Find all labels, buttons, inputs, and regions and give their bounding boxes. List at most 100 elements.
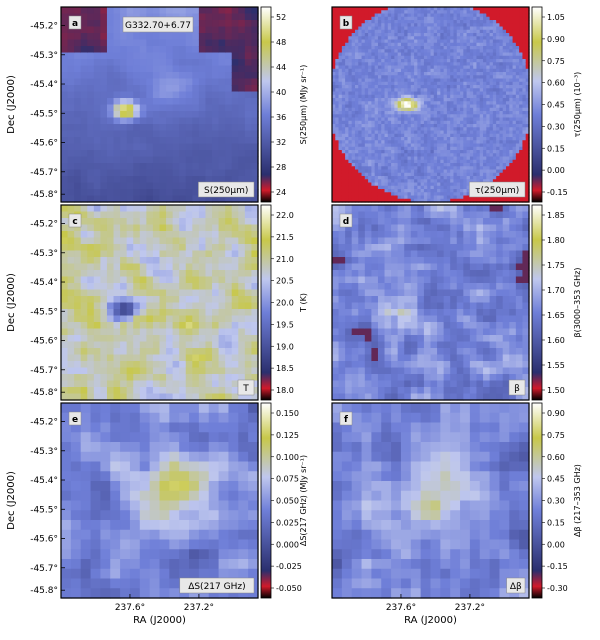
heatmap-cell — [225, 72, 233, 80]
heatmap-cell — [400, 185, 405, 190]
heatmap-cell — [364, 172, 369, 177]
heatmap-cell — [80, 143, 88, 151]
heatmap-cell — [87, 367, 95, 375]
heatmap-cell — [146, 309, 154, 317]
heatmap-cell — [486, 94, 491, 99]
heatmap-cell — [394, 182, 399, 187]
heatmap-cell — [499, 143, 504, 148]
heatmap-cell — [391, 182, 395, 187]
heatmap-cell — [332, 55, 336, 60]
heatmap-cell — [179, 189, 187, 197]
heatmap-cell — [198, 78, 207, 86]
heatmap-cell — [404, 20, 409, 24]
heatmap-cell — [87, 130, 95, 138]
heatmap-cell — [460, 104, 464, 109]
heatmap-cell — [492, 146, 497, 151]
heatmap-cell — [506, 198, 510, 203]
heatmap-cell — [146, 52, 154, 60]
heatmap-cell — [106, 13, 115, 21]
heatmap-cell — [525, 143, 530, 148]
heatmap-cell — [515, 111, 520, 115]
heatmap-cell — [251, 52, 259, 60]
heatmap-cell — [67, 244, 75, 252]
heatmap-cell — [486, 20, 491, 24]
colorbar-tick-label: 0.15 — [547, 144, 565, 153]
heatmap-cell — [499, 104, 504, 109]
heatmap-cell — [231, 46, 239, 54]
heatmap-cell — [433, 55, 438, 60]
heatmap-cell — [368, 124, 372, 128]
heatmap-cell — [387, 75, 392, 80]
heatmap-cell — [179, 124, 187, 132]
heatmap-cell — [67, 283, 75, 291]
heatmap-cell — [87, 143, 95, 151]
heatmap-cell — [192, 26, 200, 34]
heatmap-cell — [139, 289, 147, 297]
heatmap-cell — [519, 101, 524, 106]
heatmap-cell — [433, 166, 438, 171]
heatmap-cell — [469, 55, 474, 60]
heatmap-cell — [394, 85, 399, 89]
heatmap-cell — [476, 13, 481, 18]
heatmap-cell — [106, 283, 115, 291]
heatmap-cell — [499, 140, 504, 145]
heatmap-cell — [371, 36, 376, 41]
heatmap-cell — [453, 104, 458, 109]
heatmap-cell — [354, 185, 359, 190]
heatmap-cell — [466, 130, 471, 135]
heatmap-cell — [364, 120, 369, 125]
heatmap-cell — [126, 387, 134, 395]
heatmap-cell — [113, 124, 121, 132]
heatmap-cell — [437, 75, 441, 80]
heatmap-cell — [506, 10, 510, 15]
heatmap-cell — [450, 29, 455, 34]
heatmap-cell — [338, 124, 343, 128]
heatmap-cell — [351, 114, 356, 119]
heatmap-cell — [139, 315, 147, 323]
heatmap-cell — [519, 75, 524, 80]
heatmap-cell — [437, 39, 441, 44]
heatmap-cell — [371, 156, 376, 161]
heatmap-cell — [231, 39, 239, 47]
heatmap-cell — [483, 153, 487, 158]
heatmap-cell — [354, 10, 359, 15]
heatmap-cell — [427, 81, 432, 86]
heatmap-cell — [469, 65, 474, 70]
heatmap-cell — [377, 163, 382, 167]
heatmap-cell — [374, 176, 379, 180]
heatmap-cell — [106, 211, 115, 219]
heatmap-cell — [332, 65, 336, 70]
heatmap-cell — [106, 328, 115, 336]
heatmap-cell — [476, 114, 481, 119]
heatmap-cell — [509, 159, 514, 164]
heatmap-cell — [525, 98, 530, 102]
heatmap-cell — [453, 75, 458, 80]
heatmap-cell — [244, 176, 253, 184]
heatmap-cell — [345, 198, 350, 203]
heatmap-cell — [463, 195, 468, 200]
heatmap-cell — [466, 49, 471, 54]
heatmap-cell — [374, 91, 379, 96]
heatmap-cell — [506, 159, 510, 164]
heatmap-cell — [364, 55, 369, 60]
heatmap-cell — [159, 244, 167, 252]
heatmap-cell — [430, 107, 435, 112]
heatmap-cell — [166, 169, 174, 177]
heatmap-cell — [139, 33, 147, 41]
heatmap-cell — [87, 111, 95, 119]
heatmap-cell — [407, 185, 412, 190]
heatmap-cell — [146, 205, 154, 213]
heatmap-cell — [492, 78, 497, 83]
heatmap-cell — [473, 39, 478, 44]
heatmap-cell — [492, 81, 497, 86]
colorbar-tick-label: 36 — [276, 113, 286, 122]
heatmap-cell — [499, 88, 504, 93]
heatmap-cell — [479, 156, 484, 161]
heatmap-cell — [185, 111, 193, 119]
heatmap-cell — [410, 88, 415, 93]
heatmap-cell — [496, 16, 501, 21]
heatmap-cell — [483, 59, 487, 63]
heatmap-cell — [238, 39, 246, 47]
heatmap-cell — [407, 33, 412, 37]
heatmap-cell — [345, 39, 350, 44]
